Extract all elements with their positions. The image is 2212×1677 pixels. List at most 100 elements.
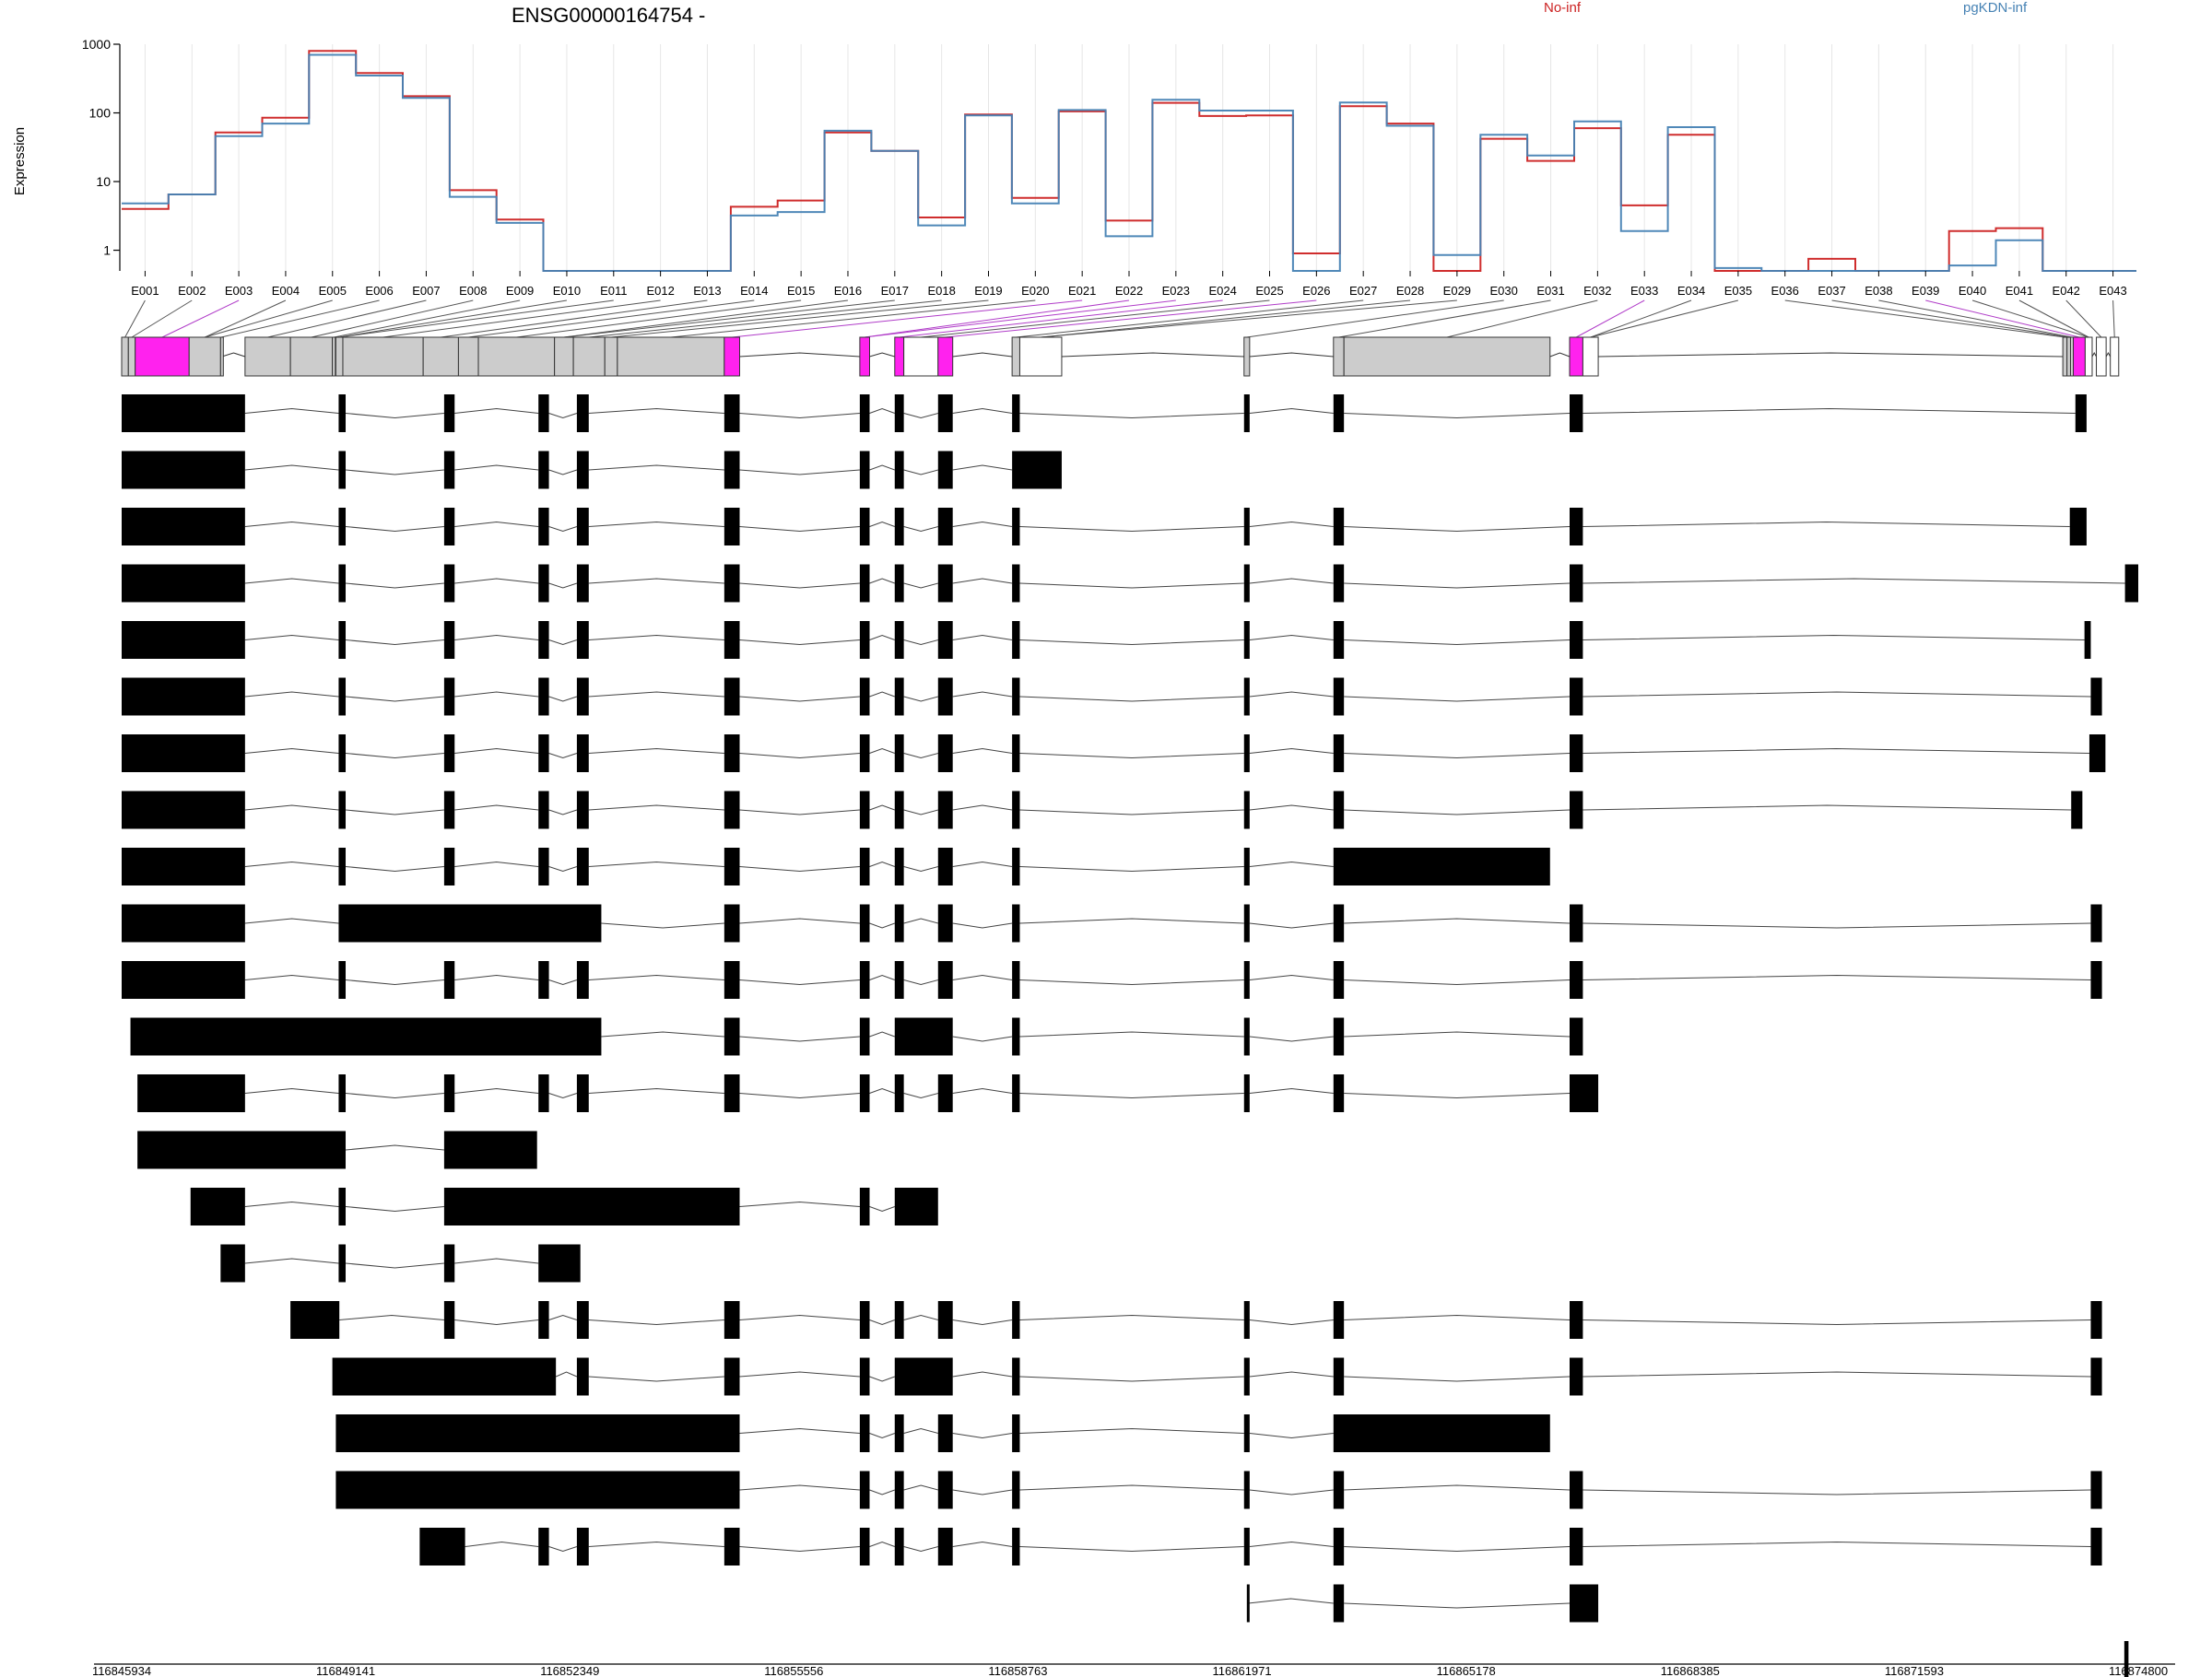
transcript-exon (1012, 451, 1062, 489)
transcript-exon (859, 1528, 870, 1566)
transcript-intron (454, 691, 539, 698)
transcript-exon (338, 1244, 347, 1283)
transcript-exon (576, 677, 589, 716)
transcript-intron (454, 521, 539, 527)
transcript-intron (1583, 922, 2091, 929)
transcript-exon (2090, 961, 2102, 999)
transcript-exon (1012, 1528, 1020, 1566)
exon-label-e040: E040 (1959, 284, 1986, 298)
transcript-exon (1333, 1074, 1345, 1112)
transcript-exon (937, 1414, 953, 1452)
exon-label-e019: E019 (974, 284, 1002, 298)
transcript-exon (332, 1357, 557, 1396)
transcript-exon (190, 1188, 245, 1226)
transcript-exon (1012, 1471, 1020, 1509)
exon-label-e014: E014 (740, 284, 768, 298)
transcript-intron (1583, 747, 2089, 754)
exon-label-e029: E029 (1443, 284, 1471, 298)
transcript-intron (548, 413, 578, 419)
transcript-exon (894, 848, 904, 885)
exon-connector (2065, 299, 2102, 338)
exon-bin (2096, 336, 2107, 377)
transcript-exon (894, 1017, 953, 1056)
transcript-intron (952, 1319, 1013, 1326)
transcript-intron (588, 1376, 724, 1382)
transcript-exon (443, 621, 455, 659)
transcript-exon (724, 394, 740, 432)
transcript-exon (2124, 1641, 2129, 1677)
transcript-intron (1249, 1036, 1334, 1042)
transcript-intron (345, 1144, 444, 1151)
transcript-exon (1012, 564, 1020, 603)
transcript-intron (903, 809, 938, 815)
transcript-intron (1344, 1093, 1571, 1099)
transcript-intron (739, 582, 860, 589)
transcript-exon (1333, 677, 1345, 716)
transcript-exon (538, 677, 549, 716)
transcript-intron (345, 582, 444, 589)
transcript-intron (1019, 1546, 1244, 1553)
transcript-intron (952, 407, 1013, 414)
genomic-axis-label: 116871593 (1885, 1664, 1944, 1677)
transcript-intron (454, 464, 539, 471)
transcript-row (122, 451, 1062, 489)
transcript-exon (1333, 564, 1345, 603)
transcript-exon (576, 621, 589, 659)
transcript-exon (338, 1188, 347, 1226)
transcript-exon (338, 564, 347, 603)
transcript-intron (548, 1546, 578, 1553)
transcript-exon (1012, 1357, 1020, 1396)
exon-connector (589, 299, 942, 338)
transcript-exon (443, 508, 455, 545)
transcript-intron (454, 1087, 539, 1094)
transcript-exon (1570, 621, 1583, 659)
transcript-intron (1019, 1093, 1244, 1099)
transcript-intron (1344, 1546, 1571, 1553)
exon-connector (339, 299, 614, 338)
transcript-row (130, 1017, 1583, 1056)
transcript-intron (454, 1258, 539, 1264)
exon-connector (563, 299, 895, 338)
transcript-exon (1570, 1471, 1583, 1509)
transcript-row (122, 734, 2106, 772)
transcript-exon (724, 621, 740, 659)
transcript-exon (1570, 734, 1583, 772)
transcript-intron (1583, 1371, 2091, 1378)
transcript-exon (894, 904, 904, 943)
transcript-exon (2084, 621, 2091, 659)
exon-label-e009: E009 (506, 284, 534, 298)
transcript-intron (903, 1314, 938, 1320)
transcript-exon (894, 1301, 904, 1339)
transcript-exon (894, 621, 904, 659)
exon-bin (1011, 336, 1020, 377)
transcript-intron (903, 1484, 938, 1491)
transcript-intron (1249, 804, 1334, 811)
transcript-intron (1249, 861, 1334, 867)
exon-labels: E001 E002 E003 E004 E005 E006 E007 E008 E009 E010… (131, 271, 2127, 298)
exon-connector (921, 299, 1270, 338)
track-intron (739, 352, 860, 358)
transcript-intron (869, 578, 895, 584)
transcript-exon (338, 677, 347, 716)
transcript-intron (1019, 1427, 1244, 1434)
transcript-exon (2075, 394, 2087, 432)
transcript-exon (859, 904, 870, 943)
transcript-exon (937, 961, 953, 999)
transcript-intron (869, 1319, 895, 1326)
y-tick-label: 100 (89, 106, 112, 121)
transcript-exon (137, 1074, 245, 1112)
transcript-intron (739, 1546, 860, 1553)
transcript-exon (419, 1528, 465, 1566)
transcript-exon (538, 1528, 549, 1566)
exon-label-e006: E006 (365, 284, 393, 298)
transcript-exon (1012, 508, 1020, 545)
transcript-exon (894, 1471, 904, 1509)
transcript-exon (2090, 904, 2102, 943)
transcript-exon (1333, 904, 1345, 943)
transcript-intron (345, 1206, 444, 1213)
transcript-exon (443, 1074, 455, 1112)
exon-bin (2066, 336, 2071, 377)
exon-connector (2112, 299, 2115, 338)
exon-connector (1925, 299, 2080, 338)
transcript-intron (454, 861, 539, 867)
